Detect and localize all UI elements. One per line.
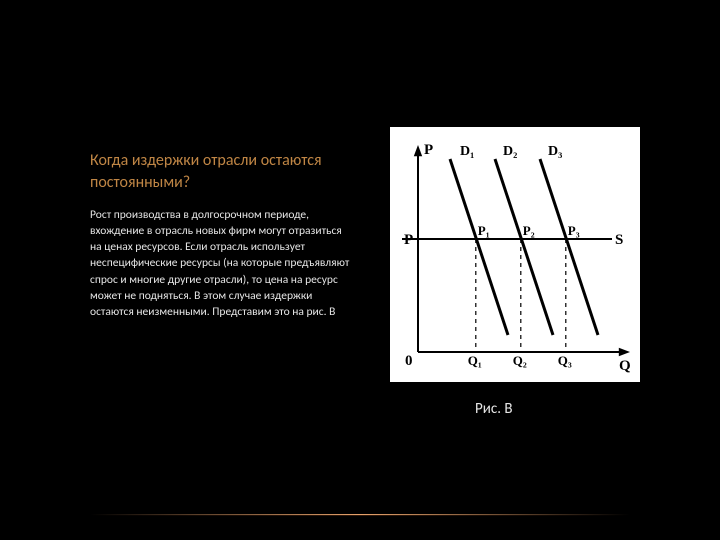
chart-box: P Q 0 S P D₁ D₂ D₃ P₁ Q₁ P₂ Q₂ P₃ Q₃ xyxy=(388,125,642,384)
svg-text:Q₁: Q₁ xyxy=(468,353,482,368)
svg-text:P₃: P₃ xyxy=(568,223,580,238)
svg-text:Q₂: Q₂ xyxy=(513,353,527,368)
svg-text:D₁: D₁ xyxy=(460,144,474,159)
slide-body: Рост производства в долгосрочном периоде… xyxy=(90,207,350,320)
slide-heading: Когда издержки отрасли остаются постоянн… xyxy=(90,150,350,193)
text-column: Когда издержки отрасли остаются постоянн… xyxy=(90,150,350,320)
svg-text:P: P xyxy=(404,232,413,248)
svg-text:Q₃: Q₃ xyxy=(558,353,572,368)
svg-text:P: P xyxy=(424,142,433,158)
svg-text:P₁: P₁ xyxy=(478,223,490,238)
svg-text:D₂: D₂ xyxy=(503,144,517,159)
svg-text:0: 0 xyxy=(405,353,413,369)
chart-svg: P Q 0 S P D₁ D₂ D₃ P₁ Q₁ P₂ Q₂ P₃ Q₃ xyxy=(390,127,640,382)
svg-text:P₂: P₂ xyxy=(523,223,535,238)
svg-text:Q: Q xyxy=(619,358,631,374)
figure-caption: Рис. В xyxy=(475,400,513,418)
svg-text:S: S xyxy=(615,232,623,248)
slide: Когда издержки отрасли остаются постоянн… xyxy=(0,0,720,540)
svg-text:D₃: D₃ xyxy=(548,144,562,159)
bottom-divider xyxy=(90,514,630,516)
